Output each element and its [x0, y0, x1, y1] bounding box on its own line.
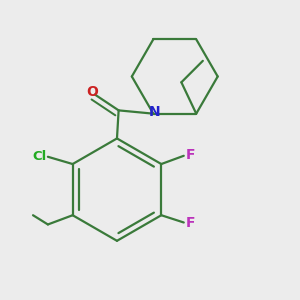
Text: F: F: [186, 148, 195, 162]
Text: N: N: [149, 105, 161, 119]
Text: O: O: [86, 85, 98, 99]
Text: Cl: Cl: [32, 150, 46, 163]
Text: F: F: [186, 216, 195, 230]
